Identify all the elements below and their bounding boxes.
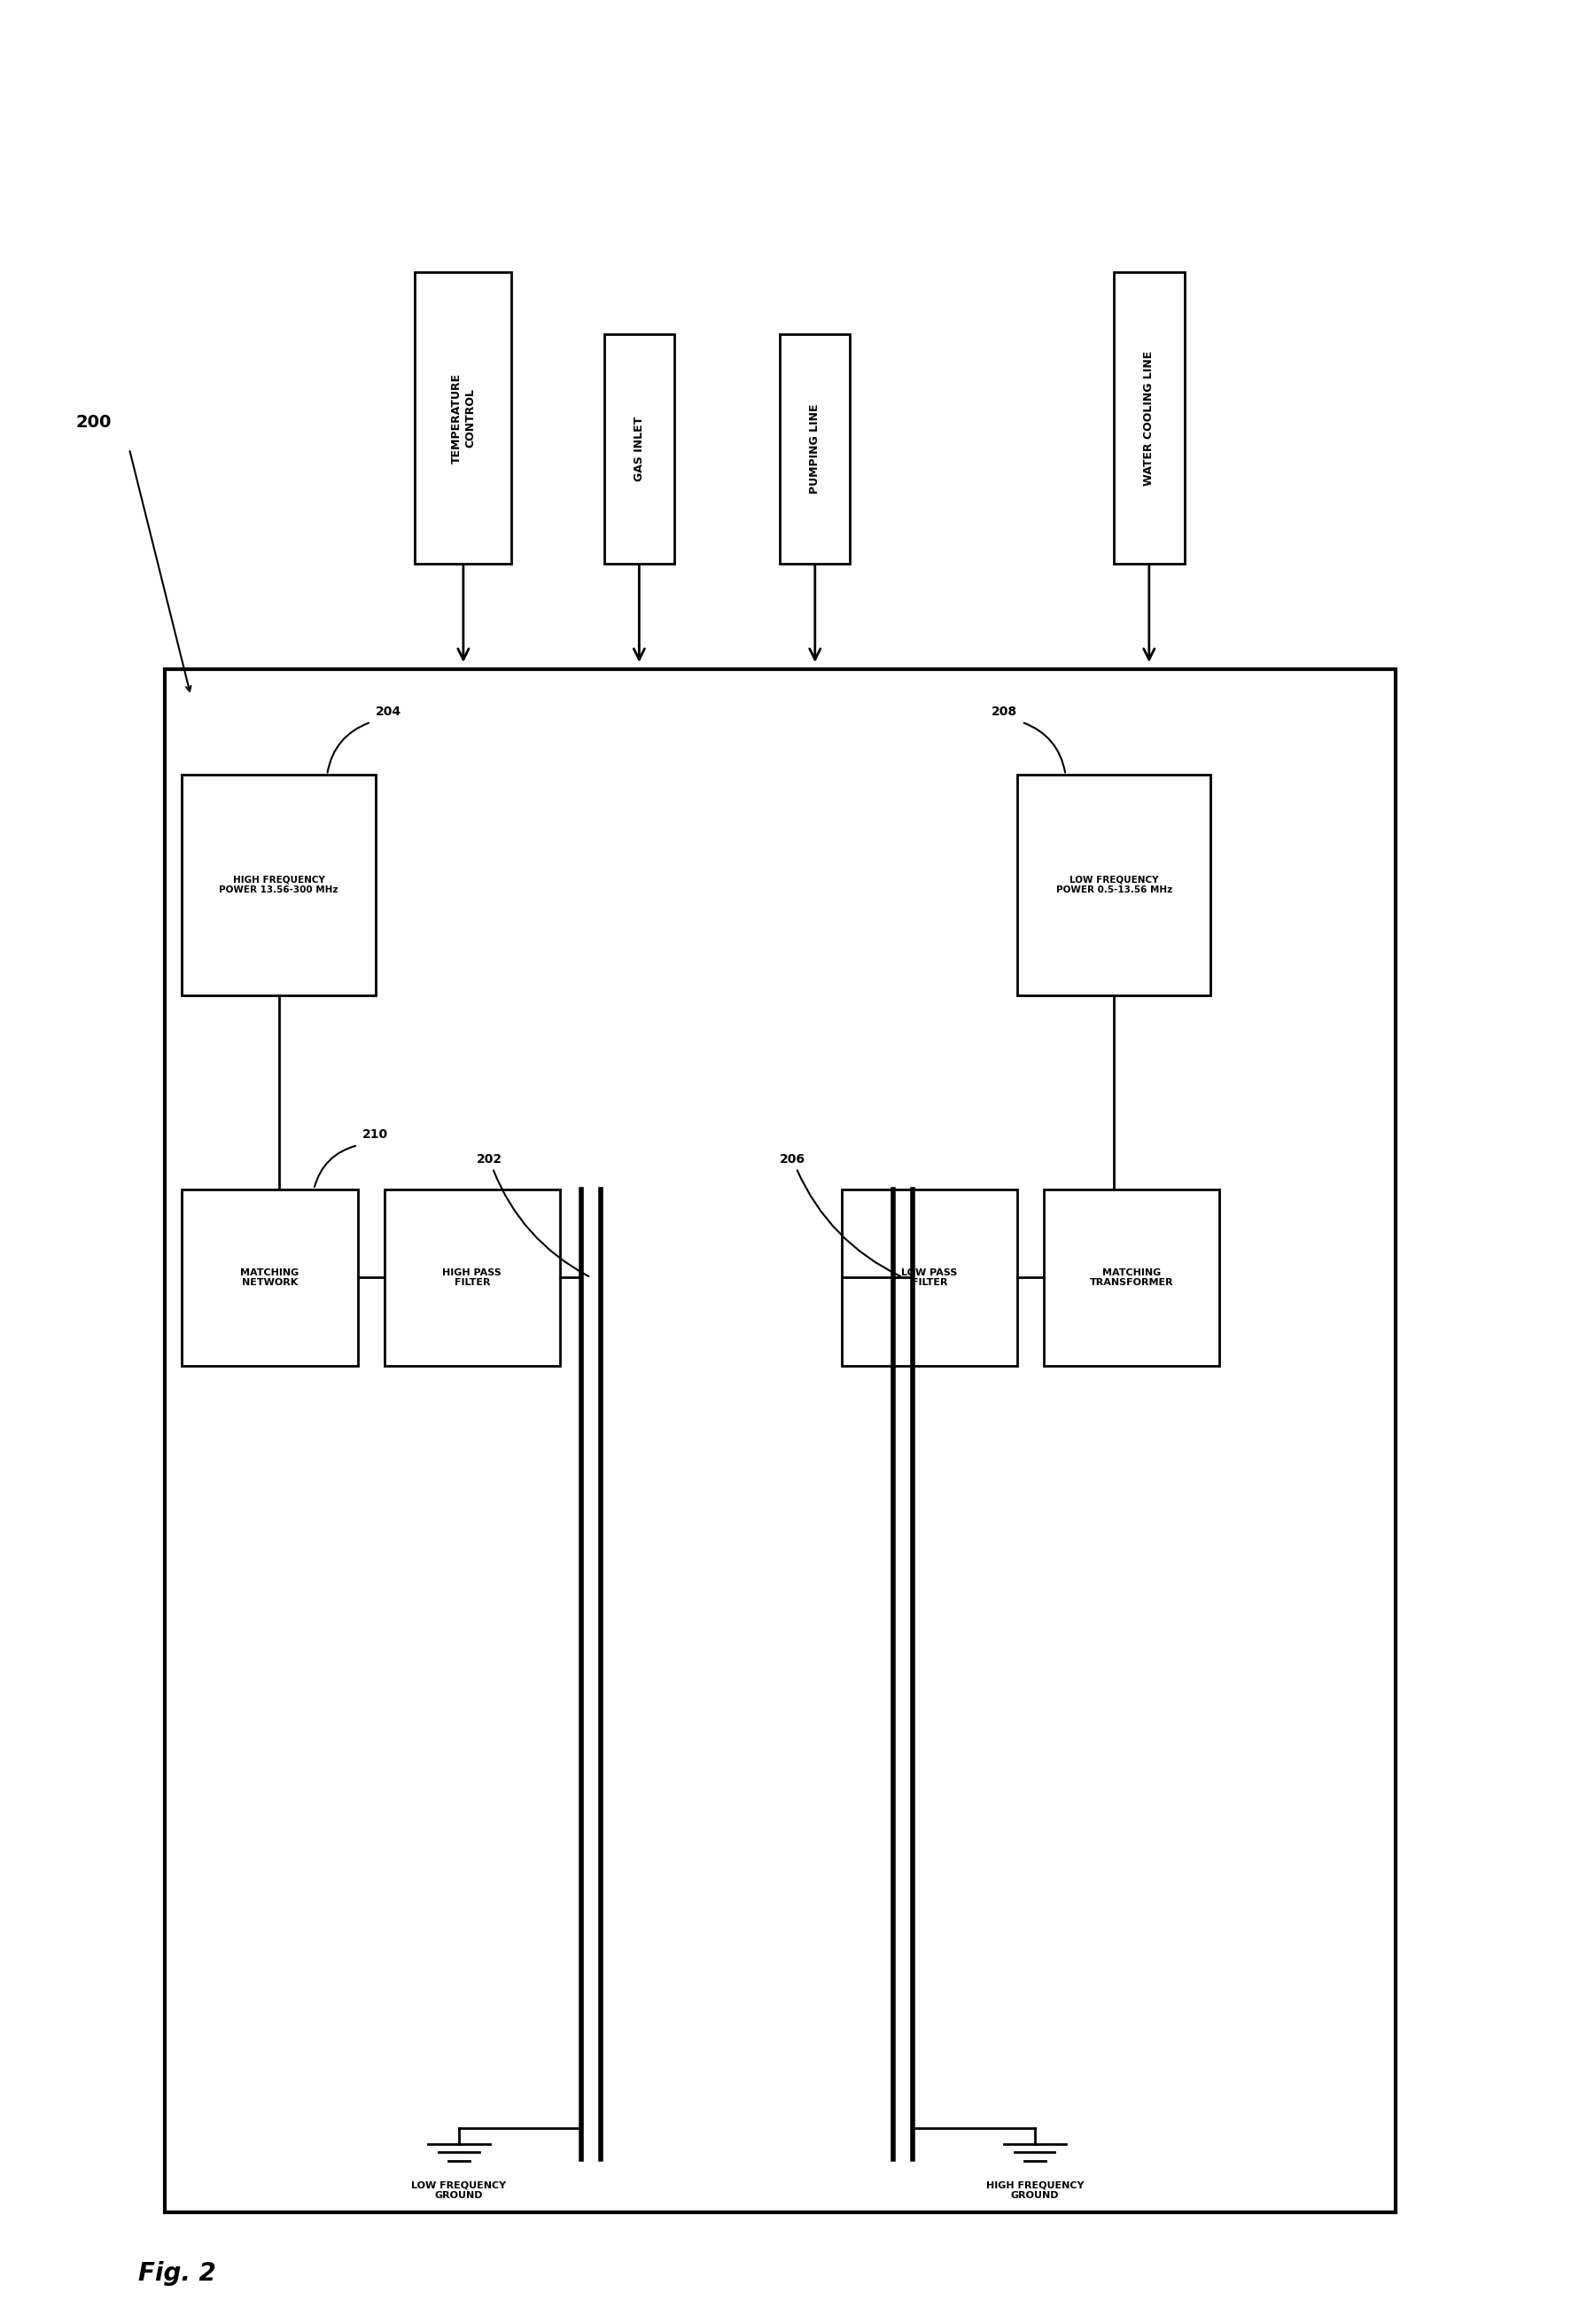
Text: Fig. 2: Fig. 2: [137, 2261, 216, 2287]
Text: HIGH FREQUENCY
POWER 13.56-300 MHz: HIGH FREQUENCY POWER 13.56-300 MHz: [219, 876, 338, 895]
Bar: [415, 272, 512, 562]
Text: LOW PASS
FILTER: LOW PASS FILTER: [900, 1269, 957, 1287]
Text: LOW FREQUENCY
GROUND: LOW FREQUENCY GROUND: [411, 2182, 507, 2201]
Text: MATCHING
NETWORK: MATCHING NETWORK: [240, 1269, 298, 1287]
Bar: [1017, 774, 1210, 995]
Bar: [1113, 272, 1184, 562]
Text: HIGH PASS
FILTER: HIGH PASS FILTER: [442, 1269, 502, 1287]
Text: 210: 210: [362, 1129, 388, 1141]
Text: MATCHING
TRANSFORMER: MATCHING TRANSFORMER: [1090, 1269, 1173, 1287]
Text: TEMPERATURE
CONTROL: TEMPERATURE CONTROL: [450, 372, 475, 462]
Bar: [164, 669, 1394, 2212]
Bar: [1044, 1190, 1219, 1367]
Text: 204: 204: [376, 704, 401, 718]
Bar: [182, 1190, 357, 1367]
Bar: [842, 1190, 1017, 1367]
Text: 200: 200: [76, 414, 112, 430]
Bar: [384, 1190, 559, 1367]
Bar: [780, 335, 850, 562]
Text: 202: 202: [477, 1153, 589, 1276]
Text: HIGH FREQUENCY
GROUND: HIGH FREQUENCY GROUND: [985, 2182, 1083, 2201]
Text: LOW FREQUENCY
POWER 0.5-13.56 MHz: LOW FREQUENCY POWER 0.5-13.56 MHz: [1055, 876, 1172, 895]
Text: 206: 206: [780, 1153, 900, 1276]
Text: PUMPING LINE: PUMPING LINE: [808, 404, 821, 493]
Bar: [603, 335, 674, 562]
Text: GAS INLET: GAS INLET: [633, 416, 644, 481]
Text: WATER COOLING LINE: WATER COOLING LINE: [1143, 351, 1154, 486]
Bar: [182, 774, 376, 995]
Text: 208: 208: [992, 704, 1017, 718]
